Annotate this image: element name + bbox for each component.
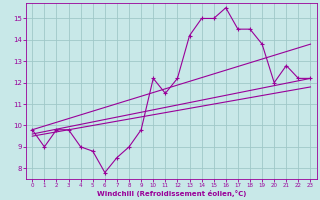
X-axis label: Windchill (Refroidissement éolien,°C): Windchill (Refroidissement éolien,°C) — [97, 190, 246, 197]
